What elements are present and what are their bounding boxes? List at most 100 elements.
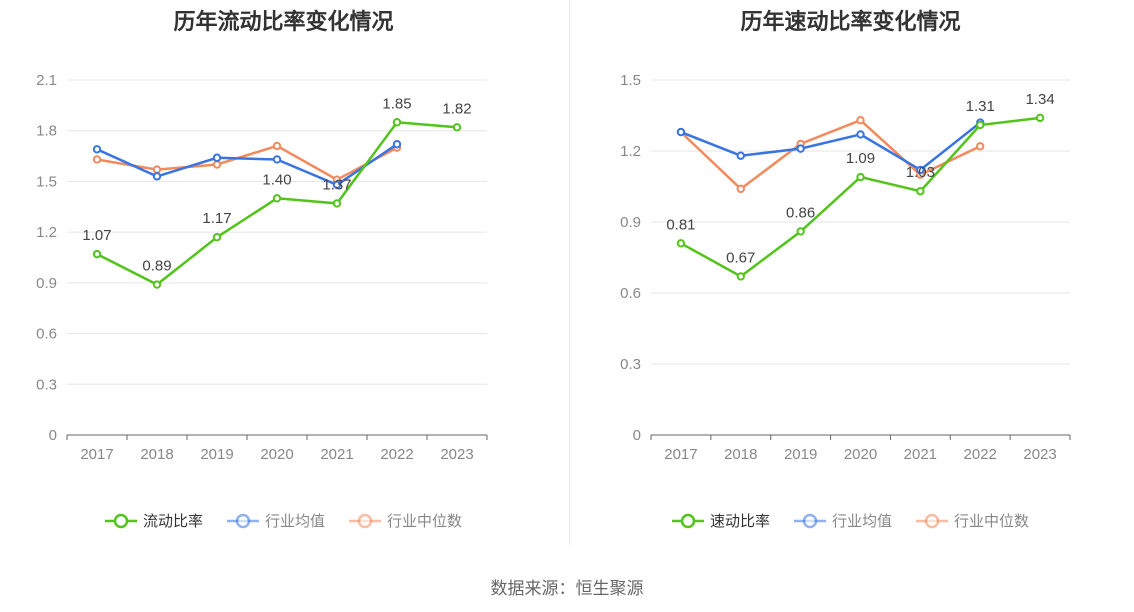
data-point xyxy=(976,142,985,151)
y-tick-label: 0.3 xyxy=(36,376,57,393)
y-tick-label: 0.3 xyxy=(620,356,641,373)
data-point xyxy=(676,127,686,137)
legend-item[interactable]: 行业均值 xyxy=(226,510,325,531)
data-label: 1.17 xyxy=(202,210,231,227)
data-point xyxy=(212,153,222,162)
data-point xyxy=(392,118,402,127)
data-point xyxy=(736,151,745,160)
y-tick-label: 2.1 xyxy=(36,72,57,89)
legend-marker xyxy=(802,513,818,528)
x-tick-label: 2022 xyxy=(964,446,997,463)
data-label: 1.37 xyxy=(322,176,351,193)
legend-item[interactable]: 行业中位数 xyxy=(349,510,462,531)
data-source: 数据来源：恒生聚源 xyxy=(490,579,644,598)
x-tick-label: 2017 xyxy=(664,446,697,463)
data-label: 1.85 xyxy=(382,95,411,112)
legend-item[interactable]: 行业中位数 xyxy=(916,510,1029,531)
data-point xyxy=(272,155,282,164)
x-tick-label: 2019 xyxy=(200,446,233,463)
data-point xyxy=(212,160,222,169)
data-point xyxy=(736,272,745,281)
legend-swatch-icon xyxy=(104,513,137,528)
data-point xyxy=(332,180,342,190)
data-label: 1.07 xyxy=(82,227,111,244)
data-point xyxy=(92,145,102,154)
x-tick-label: 2018 xyxy=(724,446,757,463)
data-point xyxy=(1035,113,1045,123)
data-point xyxy=(856,130,865,139)
data-label: 1.40 xyxy=(262,171,291,188)
data-point xyxy=(856,116,865,125)
legend-marker xyxy=(680,513,696,528)
y-tick-label: 1.8 xyxy=(36,123,57,140)
data-point xyxy=(392,140,402,149)
data-point xyxy=(916,187,925,196)
series-line xyxy=(96,144,398,182)
chart-legend: 流动比率 行业均值 行业中位数 xyxy=(0,510,567,531)
data-point xyxy=(212,233,222,242)
data-label: 1.03 xyxy=(906,164,935,181)
data-point xyxy=(796,144,805,153)
data-point xyxy=(272,141,282,151)
x-tick-label: 2023 xyxy=(440,446,473,463)
data-label: 0.86 xyxy=(786,204,815,221)
legend-label: 行业均值 xyxy=(831,513,892,530)
y-tick-label: 1.5 xyxy=(620,72,641,89)
legend-label: 行业中位数 xyxy=(954,513,1030,530)
x-tick-label: 2020 xyxy=(844,446,877,463)
series-line xyxy=(680,118,981,191)
data-point xyxy=(916,165,925,175)
y-tick-label: 1.2 xyxy=(620,143,641,160)
y-tick-label: 0.6 xyxy=(620,285,641,302)
data-point xyxy=(92,155,102,164)
data-point xyxy=(676,239,686,248)
data-point xyxy=(152,280,162,289)
x-tick-label: 2019 xyxy=(784,446,817,463)
x-tick-label: 2023 xyxy=(1023,446,1056,463)
chart-legend: 速动比率 行业均值 行业中位数 xyxy=(567,510,1134,531)
panel-divider xyxy=(569,0,570,545)
x-tick-label: 2018 xyxy=(140,446,173,463)
data-label: 1.82 xyxy=(442,100,471,117)
legend-item[interactable]: 速动比率 xyxy=(671,510,770,531)
data-point xyxy=(152,172,162,181)
y-tick-label: 0 xyxy=(49,427,57,444)
data-label: 1.34 xyxy=(1025,91,1054,108)
data-point xyxy=(976,120,985,130)
legend-label: 流动比率 xyxy=(142,513,203,530)
y-tick-label: 0 xyxy=(633,427,641,444)
chart-title: 历年流动比率变化情况 xyxy=(173,9,394,34)
legend-item[interactable]: 流动比率 xyxy=(104,510,203,531)
y-tick-label: 0.6 xyxy=(36,326,57,343)
legend-swatch-icon xyxy=(349,513,381,528)
legend-label: 行业均值 xyxy=(264,513,325,530)
legend-marker xyxy=(357,513,373,528)
legend-item[interactable]: 行业均值 xyxy=(793,510,892,531)
series-line xyxy=(680,121,981,172)
legend-swatch-icon xyxy=(916,513,948,528)
data-point xyxy=(796,227,805,236)
legend-marker xyxy=(235,513,251,528)
data-label: 1.09 xyxy=(846,150,875,167)
x-tick-label: 2021 xyxy=(904,446,937,463)
chart-title: 历年速动比率变化情况 xyxy=(740,9,961,34)
series-line xyxy=(96,143,398,187)
y-tick-label: 0.9 xyxy=(36,275,57,292)
data-point xyxy=(856,172,865,182)
legend-label: 速动比率 xyxy=(709,513,770,530)
data-point xyxy=(272,194,282,203)
y-tick-label: 1.5 xyxy=(36,173,57,190)
legend-marker xyxy=(924,513,940,528)
y-tick-label: 1.2 xyxy=(36,224,57,241)
legend-swatch-icon xyxy=(793,513,826,528)
legend-label: 行业中位数 xyxy=(387,513,463,530)
data-point xyxy=(736,184,745,194)
x-tick-label: 2022 xyxy=(380,446,413,463)
data-point xyxy=(92,249,102,259)
x-tick-label: 2021 xyxy=(320,446,353,463)
y-tick-label: 0.9 xyxy=(620,214,641,231)
legend-marker xyxy=(113,513,129,528)
quick-ratio-chart: 0 0.3 0.6 0.9 1.2 1.5 2017 2018 2019 2020 2021 2022… xyxy=(620,72,1071,463)
legend-swatch-icon xyxy=(671,513,704,528)
